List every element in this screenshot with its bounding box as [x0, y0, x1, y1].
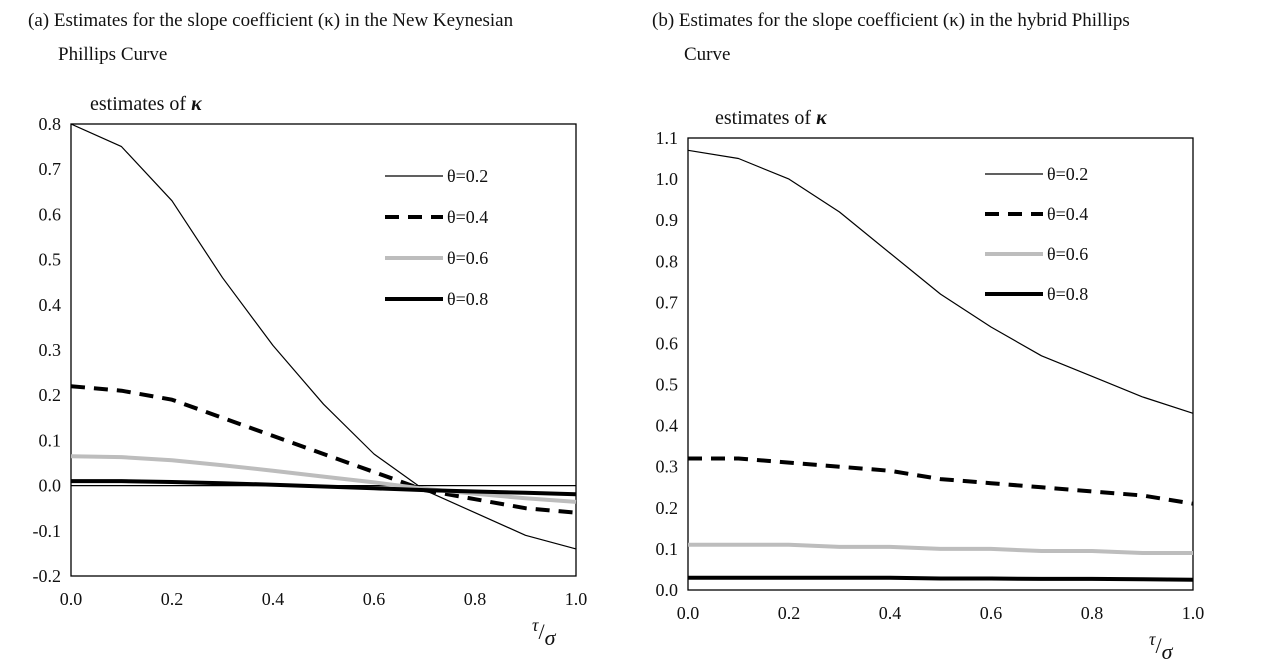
- series-line-3: [70, 454, 577, 504]
- y-tick-label: 0.8: [39, 114, 62, 134]
- caption-b-line1: (b) Estimates for the slope coefficient …: [652, 10, 1130, 31]
- x-tick-label: 1.0: [1182, 603, 1205, 623]
- x-axis-label: τ/σ: [532, 615, 557, 650]
- y-tick-label: 0.3: [656, 457, 679, 477]
- x-tick-label: 0.4: [262, 589, 285, 609]
- legend: θ=0.2 θ=0.4 θ=0.6 θ=0.8: [385, 166, 488, 309]
- x-tick-label: 0.2: [161, 589, 184, 609]
- y-tick-label: 0.2: [39, 385, 62, 405]
- y-tick-label: 0.8: [656, 251, 679, 271]
- x-tick-label: 0.8: [464, 589, 487, 609]
- y-axis-label: estimates of κ: [715, 107, 827, 129]
- y-tick-label: 1.0: [656, 169, 679, 189]
- caption-a-line2: Phillips Curve: [58, 44, 168, 65]
- legend: θ=0.2 θ=0.4 θ=0.6 θ=0.8: [985, 164, 1088, 304]
- x-tick-label: 0.0: [60, 589, 83, 609]
- chart-a: -0.2 -0.1 0.0 0.1 0.2 0.3 0.4 0.5 0.6 0.7 0.8 0.0 0.…: [33, 93, 588, 650]
- series-line-4: [688, 575, 1194, 582]
- plot-frame: [70, 123, 577, 577]
- x-tick-label: 0.4: [879, 603, 902, 623]
- y-tick-label: 0.1: [39, 430, 62, 450]
- y-tick-label: 0.2: [656, 498, 679, 518]
- series-line-2: [688, 456, 1194, 506]
- legend-label: θ=0.6: [447, 248, 488, 268]
- legend-label: θ=0.2: [1047, 164, 1088, 184]
- legend-label: θ=0.2: [447, 166, 488, 186]
- series-line-4: [71, 479, 577, 497]
- y-tick-label: 0.5: [656, 375, 679, 395]
- x-tick-label: 0.8: [1081, 603, 1104, 623]
- legend-label: θ=0.4: [1047, 204, 1088, 224]
- chart-b: 0.0 0.1 0.2 0.3 0.4 0.5 0.6 0.7 0.8 0.9 1.0 1.1 0.0 0…: [656, 107, 1205, 662]
- x-axis-label: τ/σ: [1149, 629, 1174, 662]
- y-tick-label: 0.6: [656, 333, 679, 353]
- y-tick-label: 0.7: [656, 292, 679, 312]
- y-tick-label: 0.3: [39, 340, 62, 360]
- y-tick-label: 1.1: [656, 128, 679, 148]
- caption-b-line2: Curve: [684, 44, 731, 65]
- plot-frame: [687, 137, 1194, 591]
- caption-a-line1: (a) Estimates for the slope coefficient …: [28, 10, 514, 31]
- series-line-2: [70, 384, 577, 515]
- x-tick-label: 1.0: [565, 589, 588, 609]
- y-tick-label: 0.5: [39, 250, 62, 270]
- x-tick-label: 0.6: [980, 603, 1003, 623]
- y-tick-label: -0.2: [33, 566, 62, 586]
- legend-label: θ=0.6: [1047, 244, 1088, 264]
- x-tick-label: 0.6: [363, 589, 386, 609]
- y-tick-label: 0.7: [39, 159, 62, 179]
- y-tick-label: 0.6: [39, 204, 62, 224]
- y-tick-label: 0.0: [656, 580, 679, 600]
- legend-label: θ=0.8: [1047, 284, 1088, 304]
- legend-label: θ=0.4: [447, 207, 488, 227]
- series-line-1: [687, 149, 1194, 414]
- y-tick-label: 0.4: [39, 295, 62, 315]
- legend-label: θ=0.8: [447, 289, 488, 309]
- y-axis-label: estimates of κ: [90, 93, 202, 115]
- y-tick-label: 0.0: [39, 476, 62, 496]
- y-tick-label: 0.4: [656, 416, 679, 436]
- caption-panel-b: (b) Estimates for the slope coefficient …: [652, 4, 1252, 72]
- caption-panel-a: (a) Estimates for the slope coefficient …: [28, 4, 628, 72]
- x-tick-label: 0.2: [778, 603, 801, 623]
- y-tick-label: -0.1: [33, 521, 62, 541]
- x-tick-label: 0.0: [677, 603, 700, 623]
- y-tick-label: 0.9: [656, 210, 679, 230]
- series-line-1: [70, 123, 577, 550]
- y-tick-label: 0.1: [656, 539, 679, 559]
- series-line-3: [688, 542, 1193, 555]
